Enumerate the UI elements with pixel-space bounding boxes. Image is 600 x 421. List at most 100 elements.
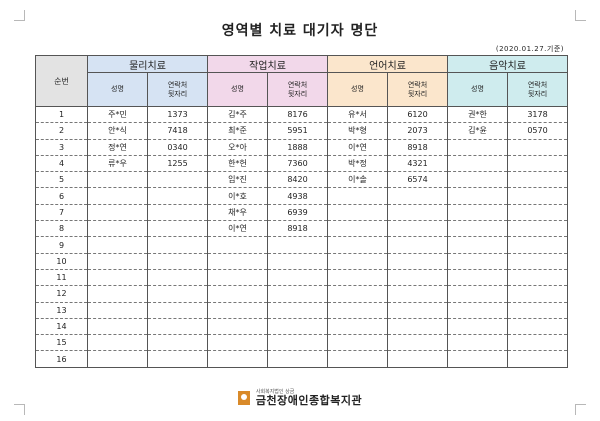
phone-suffix-cell [387,236,448,254]
table-row: 13 [35,302,568,319]
header-name: 성명 [327,72,388,107]
row-number: 3 [35,139,88,156]
patient-name-cell: 권*한 [447,106,508,124]
header-phone: 연락처 뒷자리 [147,72,208,107]
phone-suffix-cell [387,302,448,319]
phone-suffix-cell: 7418 [147,122,208,140]
patient-name-cell: 유*서 [327,106,388,124]
header-phone: 연락처 뒷자리 [507,72,568,107]
waitlist-table: 순번 물리치료 작업치료 언어치료 음악치료 성명 연락처 뒷자리 성명 연락처 뒷… [35,55,568,368]
patient-name-cell: 이*연 [327,139,388,156]
phone-suffix-cell [147,350,208,368]
row-number: 12 [35,285,88,303]
row-number: 2 [35,122,88,140]
table-row: 8 이*연 8918 [35,220,568,238]
patient-name-cell [327,334,388,352]
patient-name-cell [327,253,388,270]
crop-mark-top-left [14,10,25,21]
row-number: 9 [35,236,88,254]
row-number: 13 [35,302,88,319]
phone-suffix-cell [267,285,328,303]
phone-suffix-cell: 6574 [387,171,448,189]
patient-name-cell [87,285,148,303]
patient-name-cell [447,139,508,156]
patient-name-cell [87,253,148,270]
patient-name-cell [327,318,388,336]
crop-mark-bottom-left [14,404,25,415]
patient-name-cell [207,350,268,368]
phone-suffix-cell [507,253,568,270]
phone-suffix-cell [387,220,448,238]
crop-mark-bottom-right [575,404,586,415]
organization-subtitle: 사회복지법인 상금 [255,389,295,395]
patient-name-cell: 김*윤 [447,122,508,140]
patient-name-cell [207,269,268,287]
patient-name-cell [87,334,148,352]
phone-suffix-cell [507,155,568,173]
patient-name-cell: 이*호 [207,187,268,205]
header-phone: 연락처 뒷자리 [387,72,448,107]
patient-name-cell [447,334,508,352]
row-number: 16 [35,350,88,368]
phone-suffix-cell [267,302,328,319]
phone-suffix-cell [507,204,568,222]
phone-suffix-cell [507,236,568,254]
patient-name-cell [207,302,268,319]
patient-name-cell [447,187,508,205]
header-name: 성명 [87,72,148,107]
phone-suffix-cell [267,236,328,254]
row-number: 5 [35,171,88,189]
patient-name-cell [327,220,388,238]
patient-name-cell [447,204,508,222]
table-row: 16 [35,350,568,368]
phone-suffix-cell: 1373 [147,106,208,124]
patient-name-cell: 오*아 [207,139,268,156]
phone-suffix-cell [147,285,208,303]
table-row: 7 채*우 6939 [35,204,568,222]
header-phone: 연락처 뒷자리 [267,72,328,107]
patient-name-cell [447,318,508,336]
table-row: 14 [35,318,568,336]
patient-name-cell [87,187,148,205]
phone-suffix-cell [147,269,208,287]
patient-name-cell [207,285,268,303]
patient-name-cell [207,236,268,254]
phone-suffix-cell: 0340 [147,139,208,156]
patient-name-cell [87,220,148,238]
phone-suffix-cell: 6120 [387,106,448,124]
phone-suffix-cell [507,220,568,238]
phone-suffix-cell [507,171,568,189]
phone-suffix-cell [147,236,208,254]
row-number: 14 [35,318,88,336]
table-row: 11 [35,269,568,287]
patient-name-cell: 김*주 [207,106,268,124]
phone-suffix-cell [387,187,448,205]
phone-suffix-cell: 2073 [387,122,448,140]
patient-name-cell [207,334,268,352]
phone-suffix-cell [147,187,208,205]
table-row: 2 안*식 7418 최*준 5951 박*형 2073 김*윤 0570 [35,122,568,140]
phone-suffix-cell [507,318,568,336]
patient-name-cell: 한*헌 [207,155,268,173]
table-row: 9 [35,236,568,254]
table-row: 4 류*우 1255 한*헌 7360 박*정 4321 [35,155,568,173]
header-number: 순번 [35,55,88,107]
patient-name-cell [447,269,508,287]
header-occupational-therapy: 작업치료 [207,55,328,73]
patient-name-cell [327,350,388,368]
phone-suffix-cell: 0570 [507,122,568,140]
row-number: 10 [35,253,88,270]
header-name: 성명 [207,72,268,107]
phone-suffix-cell [507,139,568,156]
phone-suffix-cell: 8918 [267,220,328,238]
phone-suffix-cell [387,269,448,287]
patient-name-cell [327,302,388,319]
patient-name-cell [447,220,508,238]
phone-suffix-cell [147,334,208,352]
organization-logo-icon [237,391,250,405]
patient-name-cell: 안*식 [87,122,148,140]
row-number: 7 [35,204,88,222]
table-row: 5 임*진 8420 이*솔 6574 [35,171,568,189]
phone-suffix-cell: 8176 [267,106,328,124]
patient-name-cell [327,285,388,303]
